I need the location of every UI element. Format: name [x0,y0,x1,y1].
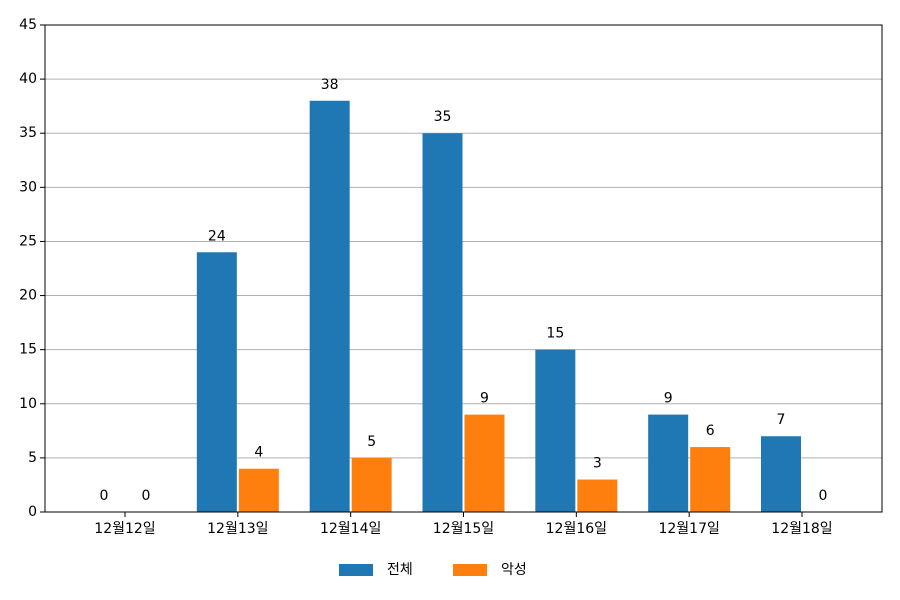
bar [422,133,463,512]
bar [309,100,350,512]
value-label: 0 [819,488,828,504]
value-label: 6 [706,423,715,439]
bar [577,479,618,512]
bar [238,468,279,512]
bar [464,414,505,512]
y-tick-label: 20 [19,288,37,304]
x-tick-label: 12월13일 [207,521,268,537]
x-tick-label: 12월12일 [94,521,155,537]
value-label: 24 [208,228,226,244]
y-tick-label: 40 [19,71,37,87]
y-tick-label: 0 [28,504,37,520]
y-tick-label: 45 [19,17,37,33]
y-tick-label: 15 [19,342,37,358]
value-label: 3 [593,456,602,472]
plot-frame [44,24,883,513]
value-label: 35 [434,109,452,125]
x-tick-label: 12월15일 [433,521,494,537]
value-label: 38 [321,77,339,93]
legend-label: 전체 [387,562,413,578]
value-label: 15 [546,326,564,342]
value-label: 9 [480,391,489,407]
y-tick-label: 25 [19,233,37,249]
x-tick-label: 12월17일 [658,521,719,537]
bar [761,436,801,512]
value-label: 5 [367,434,376,450]
legend-swatch [339,564,373,576]
legend-label: 악성 [501,562,527,578]
x-tick-label: 12월16일 [546,521,607,537]
bar [535,349,576,512]
bar [351,457,392,512]
value-label: 7 [777,412,786,428]
value-label: 0 [100,488,109,504]
bar [690,447,731,512]
value-label: 4 [254,445,263,461]
bar [648,414,689,512]
value-label: 0 [142,488,151,504]
x-tick-label: 12월18일 [771,521,832,537]
value-label: 9 [664,391,673,407]
x-tick-label: 12월14일 [320,521,381,537]
y-tick-label: 10 [19,396,37,412]
y-tick-label: 5 [28,450,37,466]
y-tick-label: 30 [19,179,37,195]
legend-swatch [453,564,487,576]
bar [196,252,237,512]
y-tick-label: 35 [19,125,37,141]
